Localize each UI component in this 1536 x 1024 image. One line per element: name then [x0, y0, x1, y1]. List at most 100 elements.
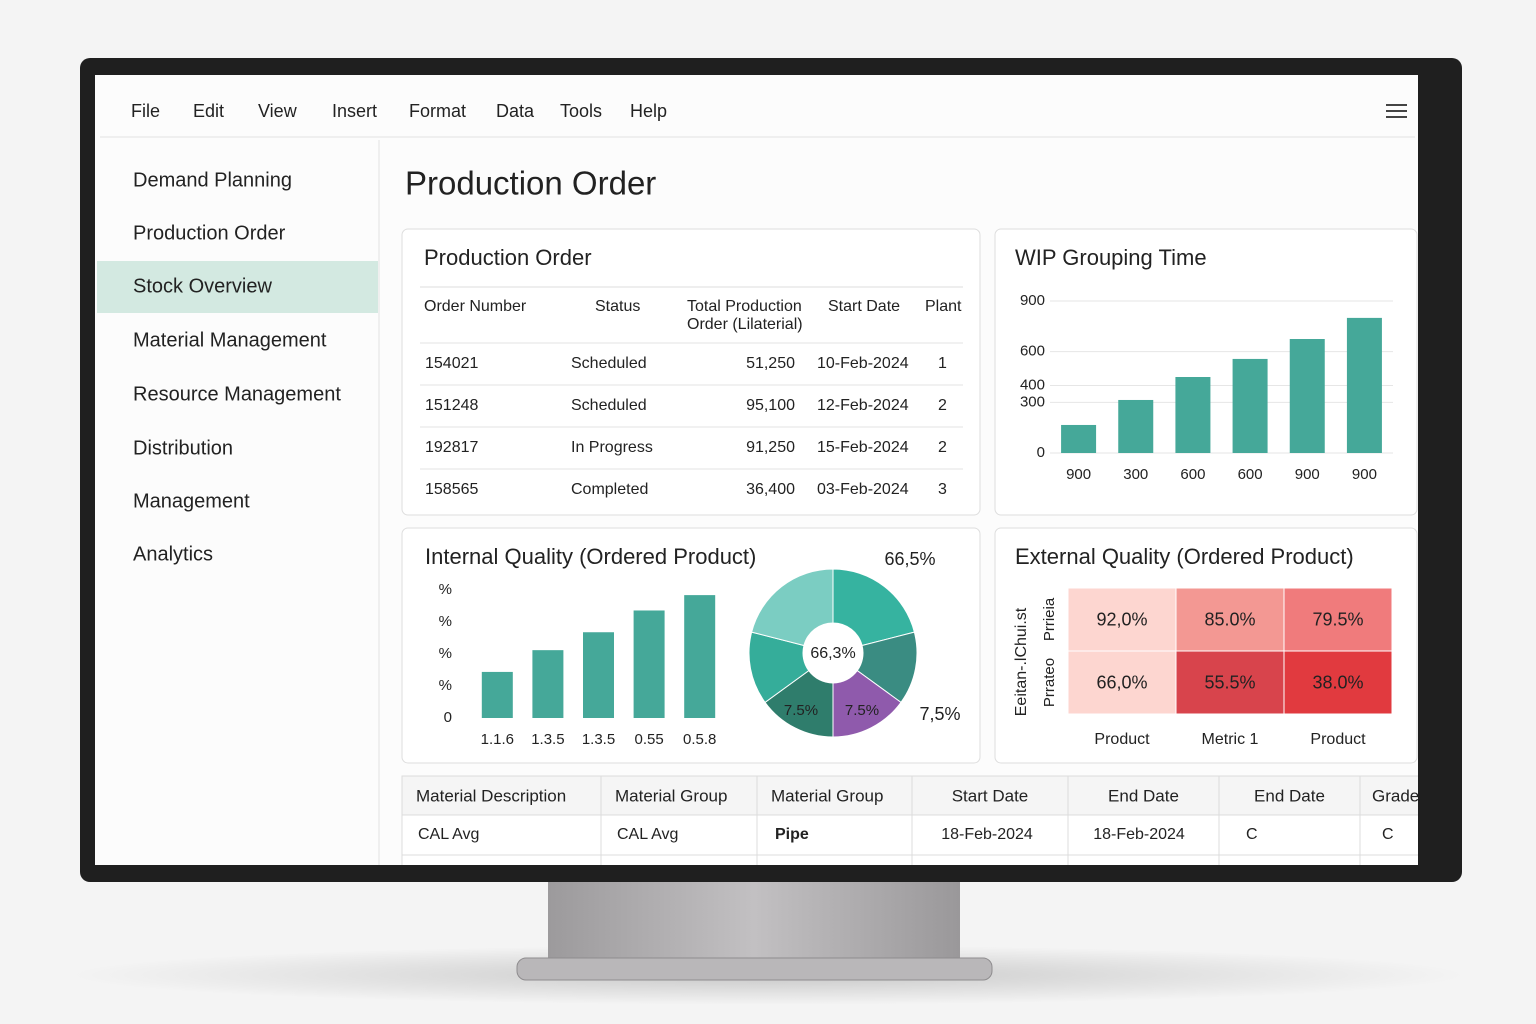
y-tick-label: 300: [1020, 393, 1045, 410]
sidebar-item[interactable]: Distribution: [133, 437, 233, 459]
heatmap-col-label: Product: [1094, 731, 1150, 748]
heatmap-cell: [1283, 650, 1393, 715]
sidebar-item[interactable]: Resource Management: [133, 383, 341, 405]
x-tick-label: 1.3.5: [582, 731, 615, 748]
table-header: Material Group: [771, 786, 883, 805]
sidebar-item[interactable]: Demand Planning: [133, 169, 292, 191]
table-header: Material Description: [416, 786, 566, 805]
card-title: External Quality (Ordered Product): [1015, 544, 1354, 569]
table-header: Grade: [1372, 786, 1419, 805]
table-header: Start Date: [828, 298, 900, 315]
table-cell: 95,100: [746, 397, 795, 414]
bar: [633, 610, 665, 718]
menu-item[interactable]: Tools: [560, 101, 602, 121]
table-header: End Date: [1108, 786, 1179, 805]
table-header: End Date: [1254, 786, 1325, 805]
sidebar-item[interactable]: Stock Overview: [133, 275, 272, 297]
table-header: Total Production: [687, 298, 802, 315]
table-cell: 36,400: [746, 481, 795, 498]
table-cell: Completed: [571, 481, 648, 498]
stand-neck: [548, 880, 960, 962]
x-tick-label: 0.55: [634, 731, 663, 748]
heatmap-col-label: Product: [1310, 731, 1366, 748]
x-tick-label: 0.5.8: [683, 731, 716, 748]
sidebar-item[interactable]: Analytics: [133, 543, 213, 565]
y-tick-label: %: [439, 677, 452, 694]
hamburger-menu[interactable]: [1386, 104, 1407, 118]
donut-hole: [803, 623, 863, 683]
x-tick-label: 900: [1352, 466, 1377, 483]
y-tick-label: %: [439, 581, 452, 598]
heatmap-value-label: 38.0%: [1312, 672, 1363, 692]
table-cell: 18-Feb-2024: [1093, 826, 1185, 843]
card-title: WIP Grouping Time: [1015, 245, 1207, 270]
table-cell: 158565: [425, 481, 478, 498]
bar: [684, 595, 716, 718]
heatmap-value-label: 92,0%: [1096, 609, 1147, 629]
page-title: Production Order: [405, 165, 656, 202]
bar: [583, 632, 614, 718]
y-tick-label: 600: [1020, 343, 1045, 360]
menu-item[interactable]: Format: [409, 101, 466, 121]
table-cell: 03-Feb-2024: [817, 481, 909, 498]
bar: [1175, 377, 1211, 453]
x-tick-label: 600: [1180, 466, 1205, 483]
heatmap-value-label: 55.5%: [1204, 672, 1255, 692]
heatmap-cell: [1175, 650, 1285, 715]
donut-center-label: 66,3%: [810, 645, 855, 662]
table-cell: 51,250: [746, 355, 795, 372]
heatmap-cell: [1067, 650, 1177, 715]
pie-annotation: 66,5%: [884, 549, 935, 569]
table-cell: 18-Feb-2024: [941, 826, 1033, 843]
x-tick-label: 600: [1238, 466, 1263, 483]
table-cell: CAL Avg: [418, 826, 479, 843]
sidebar-active: [97, 261, 378, 313]
bar: [481, 671, 513, 718]
heatmap-value-label: 85.0%: [1204, 609, 1255, 629]
table-header: Order Number: [424, 298, 527, 315]
x-tick-label: 900: [1066, 466, 1091, 483]
table-cell: 3: [938, 481, 947, 498]
y-tick-label: 900: [1020, 292, 1045, 309]
menu-item[interactable]: Edit: [193, 101, 224, 121]
table-cell: Scheduled: [571, 397, 647, 414]
menu-item[interactable]: View: [258, 101, 298, 121]
card: [401, 228, 981, 516]
bar: [1118, 399, 1154, 453]
table-header: Plant: [925, 298, 962, 315]
y-tick-label: 0: [444, 709, 452, 726]
card-title: Production Order: [424, 245, 592, 270]
sidebar-item[interactable]: Material Management: [133, 329, 327, 351]
menu-item[interactable]: Data: [496, 101, 535, 121]
menu-item[interactable]: File: [131, 101, 160, 121]
table-header: Order (Lilaterial): [687, 316, 803, 333]
table-cell: 2: [938, 397, 947, 414]
heatmap-row-label: Prrateo: [1041, 658, 1058, 707]
y-tick-label: 400: [1020, 376, 1045, 393]
heatmap-cell: [1175, 587, 1285, 652]
bar: [1061, 424, 1097, 453]
x-tick-label: 900: [1295, 466, 1320, 483]
menu-item[interactable]: Insert: [332, 101, 377, 121]
card-title: Internal Quality (Ordered Product): [425, 544, 756, 569]
table-cell: 2: [938, 439, 947, 456]
pie-annotation: 7,5%: [919, 704, 960, 724]
table-header: Material Group: [615, 786, 727, 805]
bar: [1232, 358, 1268, 453]
table-cell: In Progress: [571, 439, 653, 456]
table-cell: CAL Avg: [617, 826, 678, 843]
table-cell: 15-Feb-2024: [817, 439, 909, 456]
menu-item[interactable]: Help: [630, 101, 667, 121]
table-cell: 91,250: [746, 439, 795, 456]
heatmap-cell: [1067, 587, 1177, 652]
table-cell: 192817: [425, 439, 478, 456]
table-header: Status: [595, 298, 640, 315]
sidebar-item[interactable]: Production Order: [133, 222, 286, 244]
pie-annotation: 7.5%: [784, 702, 818, 719]
y-tick-label: %: [439, 613, 452, 630]
sidebar-item[interactable]: Management: [133, 490, 250, 512]
table-cell: 12-Feb-2024: [817, 397, 909, 414]
heatmap-value-label: 79.5%: [1312, 609, 1363, 629]
table-cell: Scheduled: [571, 355, 647, 372]
